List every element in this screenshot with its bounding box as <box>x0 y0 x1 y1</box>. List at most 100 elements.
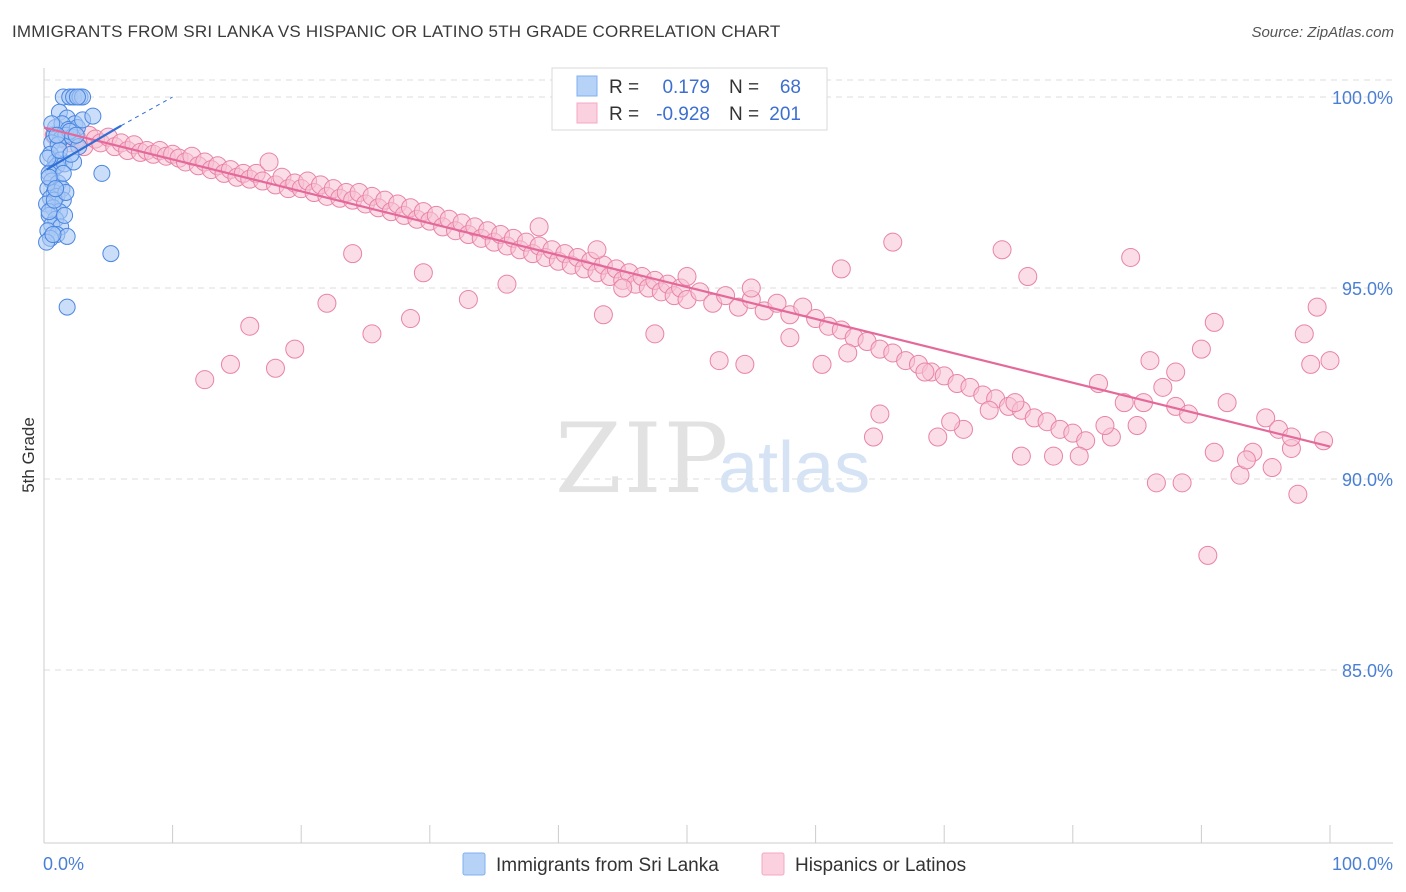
data-point-hispanics <box>1256 408 1276 428</box>
data-point-hispanics <box>831 259 851 279</box>
data-point-hispanics <box>497 274 517 294</box>
data-point-hispanics <box>285 339 305 359</box>
legend-r-value-2: -0.928 <box>656 104 710 125</box>
data-point-hispanics <box>1069 446 1089 466</box>
watermark-atlas: atlas <box>718 428 870 508</box>
legend-swatch-pink <box>576 102 598 124</box>
legend-r-label-2: R = <box>609 104 639 125</box>
bottom-legend: Immigrants from Sri Lanka Hispanics or L… <box>462 852 966 876</box>
data-point-hispanics <box>1294 324 1314 344</box>
y-tick-label: 100.0% <box>1332 88 1393 108</box>
bottom-legend-label-sri-lanka: Immigrants from Sri Lanka <box>496 855 719 876</box>
data-point-hispanics <box>413 263 433 283</box>
data-point-hispanics <box>240 316 260 336</box>
data-point-hispanics <box>838 343 858 363</box>
data-point-hispanics <box>915 362 935 382</box>
trend-line-sri-lanka-extension <box>120 96 173 127</box>
legend-r-value-1: 0.179 <box>662 77 710 98</box>
data-point-sri-lanka <box>47 180 65 198</box>
data-point-hispanics <box>362 324 382 344</box>
data-point-sri-lanka <box>58 298 76 316</box>
legend-n-value-2: 201 <box>769 104 801 125</box>
legend-n-label-1: N = <box>729 77 759 98</box>
data-point-hispanics <box>265 358 285 378</box>
trend-line-hispanics <box>43 126 1331 448</box>
data-point-sri-lanka <box>93 164 111 182</box>
data-point-sri-lanka <box>68 88 86 106</box>
data-point-hispanics <box>1314 431 1334 451</box>
data-point-hispanics <box>1320 351 1340 371</box>
data-point-hispanics <box>1146 473 1166 493</box>
data-point-hispanics <box>259 152 279 172</box>
trend-lines <box>43 96 1331 448</box>
data-point-hispanics <box>1121 247 1141 267</box>
x-tick-label-max: 100.0% <box>1332 854 1393 874</box>
data-point-hispanics <box>1217 393 1237 413</box>
bottom-legend-label-hispanics: Hispanics or Latinos <box>795 855 966 876</box>
data-point-hispanics <box>741 278 761 298</box>
watermark: ZIP atlas <box>555 403 870 515</box>
data-point-hispanics <box>979 400 999 420</box>
data-point-hispanics <box>343 244 363 264</box>
data-point-hispanics <box>220 354 240 374</box>
y-tick-label: 90.0% <box>1342 470 1393 490</box>
data-point-hispanics <box>401 309 421 329</box>
data-point-hispanics <box>863 427 883 447</box>
data-point-hispanics <box>1288 484 1308 504</box>
bottom-legend-swatch-blue <box>462 852 486 876</box>
y-tick-labels: 85.0% 90.0% 95.0% 100.0% <box>1332 88 1393 681</box>
chart-source: Source: ZipAtlas.com <box>1251 24 1394 41</box>
data-point-hispanics <box>1011 446 1031 466</box>
data-point-hispanics <box>529 217 549 237</box>
data-point-hispanics <box>1140 351 1160 371</box>
data-point-hispanics <box>992 240 1012 260</box>
data-point-hispanics <box>1191 339 1211 359</box>
data-point-hispanics <box>645 324 665 344</box>
chart-title: IMMIGRANTS FROM SRI LANKA VS HISPANIC OR… <box>12 22 781 41</box>
trend-line-sri-lanka <box>46 124 122 171</box>
data-point-hispanics <box>780 328 800 348</box>
data-point-hispanics <box>1166 362 1186 382</box>
data-point-hispanics <box>928 427 948 447</box>
x-tick-label-min: 0.0% <box>43 854 84 874</box>
data-point-sri-lanka <box>58 227 76 245</box>
data-point-hispanics <box>1307 297 1327 317</box>
data-point-hispanics <box>677 267 697 287</box>
data-point-hispanics <box>1044 446 1064 466</box>
legend-n-value-1: 68 <box>780 77 801 98</box>
data-point-hispanics <box>613 278 633 298</box>
data-point-sri-lanka <box>54 164 72 182</box>
legend-r-label-1: R = <box>609 77 639 98</box>
data-point-hispanics <box>1236 450 1256 470</box>
legend-n-label-2: N = <box>729 104 759 125</box>
data-point-sri-lanka <box>44 226 62 244</box>
data-point-hispanics <box>709 351 729 371</box>
data-point-hispanics <box>1153 377 1173 397</box>
watermark-zip: ZIP <box>555 403 730 515</box>
data-point-hispanics <box>941 412 961 432</box>
data-point-hispanics <box>195 370 215 390</box>
data-point-sri-lanka <box>102 245 120 263</box>
data-point-hispanics <box>1301 354 1321 374</box>
data-point-hispanics <box>870 404 890 424</box>
series-sri-lanka-points <box>38 88 120 316</box>
data-point-hispanics <box>593 305 613 325</box>
y-tick-label: 85.0% <box>1342 661 1393 681</box>
data-point-hispanics <box>317 293 337 313</box>
bottom-legend-swatch-pink <box>761 852 785 876</box>
data-point-hispanics <box>1018 267 1038 287</box>
data-point-hispanics <box>458 289 478 309</box>
stats-legend: R = 0.179 N = 68 R = -0.928 N = 201 <box>551 67 828 131</box>
data-point-hispanics <box>1114 393 1134 413</box>
y-tick-label: 95.0% <box>1342 279 1393 299</box>
data-point-hispanics <box>812 354 832 374</box>
y-axis-title: 5th Grade <box>19 417 38 493</box>
data-point-sri-lanka <box>56 206 74 224</box>
data-point-hispanics <box>587 240 607 260</box>
legend-swatch-blue <box>576 75 598 97</box>
data-point-sri-lanka <box>84 107 102 125</box>
data-point-hispanics <box>1005 393 1025 413</box>
data-point-hispanics <box>883 232 903 252</box>
data-point-hispanics <box>735 354 755 374</box>
